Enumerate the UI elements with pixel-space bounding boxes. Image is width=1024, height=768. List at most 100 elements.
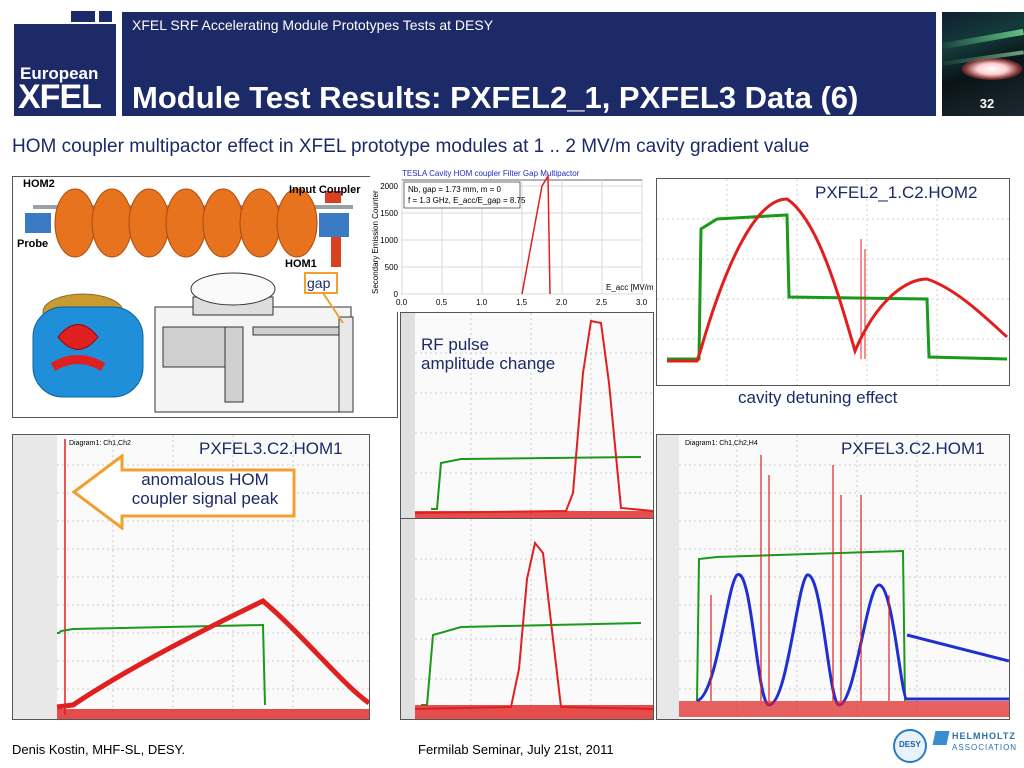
green-trace: [667, 213, 1008, 361]
desy-logo: [893, 729, 927, 763]
blue-trace: [696, 573, 1009, 707]
hom-coupler-cross-section: [154, 272, 354, 413]
arrow-shape: [72, 454, 296, 530]
diagram-label: Diagram1: Ch1,Ch2: [69, 440, 131, 447]
y-tick-label: 1500: [380, 209, 398, 218]
helmholtz-logo-mark: [932, 731, 950, 745]
scope-pxfel3-left-svg: Diagram1: Ch1,Ch2: [13, 435, 369, 719]
chart-title: TESLA Cavity HOM coupler Filter Gap Mult…: [402, 169, 580, 178]
hom1-label: HOM1: [285, 258, 317, 270]
scope-grid: [679, 435, 1009, 719]
x-axis-label: E_acc [MV/m]: [606, 283, 654, 292]
scope-grid: [57, 435, 369, 719]
label-rf-pulse: RF pulse amplitude change: [421, 335, 555, 373]
logo-text-xfel: XFEL: [18, 78, 102, 116]
red-trace: [414, 540, 653, 710]
diagram-label: Diagram1: Ch1,Ch2,H4: [685, 440, 758, 447]
blue-decay: [906, 633, 1009, 663]
gap-marker: [304, 272, 338, 294]
helmholtz-text-2: ASSOCIATION: [952, 743, 1018, 752]
label-rf-pulse-line1: RF pulse: [421, 335, 490, 354]
x-tick-label: 2.5: [596, 298, 608, 307]
cavity-diagram: HOM2 Input Coupler Probe HOM1 gap: [17, 178, 361, 413]
label-anomalous-line2: coupler signal peak: [131, 489, 279, 508]
photo-streak: [942, 28, 1024, 50]
logo-square-1: [71, 11, 95, 22]
y-axis-label: Secondary Emission Counter: [371, 190, 380, 294]
accelerator-photo: [942, 12, 1024, 116]
footer-event: Fermilab Seminar, July 21st, 2011: [418, 742, 614, 757]
scope-rf-top-svg: [401, 313, 653, 521]
multipactor-curve: [521, 173, 551, 295]
slide-title: Module Test Results: PXFEL2_1, PXFEL3 Da…: [132, 80, 859, 115]
title-bar: [122, 12, 936, 116]
legend-line-1: Nb, gap = 1.73 mm, m = 0: [408, 185, 501, 194]
cavity-diagram-panel: HOM2 Input Coupler Probe HOM1 gap: [12, 176, 398, 418]
photo-glow: [962, 58, 1022, 80]
red-baseline: [415, 705, 653, 719]
x-tick-label: 2.0: [556, 298, 568, 307]
helmholtz-text-1: HELMHOLTZ: [952, 731, 1016, 741]
page-number: 32: [979, 96, 995, 111]
y-tick-label: 0: [394, 290, 399, 299]
green-trace: [696, 549, 906, 702]
x-tick-labels: 0.0 0.5 1.0 1.5 2.0 2.5 3.0: [396, 298, 648, 307]
hom-coupler-3d: [32, 293, 144, 398]
scope-grid: [415, 519, 653, 719]
x-tick-label: 1.5: [516, 298, 528, 307]
green-trace: [57, 623, 266, 706]
legend-box: [403, 181, 521, 209]
cavity-cells: [54, 188, 318, 258]
multipactor-svg: TESLA Cavity HOM coupler Filter Gap Mult…: [371, 169, 654, 307]
label-detuning: cavity detuning effect: [738, 388, 898, 407]
input-coupler-port: [325, 191, 341, 203]
x-tick-label: 0.0: [396, 298, 408, 307]
scope-pxfel3-right-svg: Diagram1: Ch1,Ch2,H4: [657, 435, 1009, 719]
gap-pointer: [322, 292, 344, 324]
label-rf-pulse-line2: amplitude change: [421, 354, 556, 373]
red-trace: [667, 197, 1009, 363]
red-trace: [56, 598, 369, 710]
red-trace: [414, 319, 653, 514]
red-baseline: [415, 511, 653, 521]
scope-axis-bar: [401, 519, 415, 719]
scope-rf-top: RF pulse amplitude change: [400, 312, 654, 522]
scope-pxfel2-svg: [657, 179, 1009, 385]
anomalous-callout-arrow: [72, 454, 296, 530]
input-coupler-line: [331, 237, 341, 267]
legend-line-2: f = 1.3 GHz, E_acc/E_gap = 8.75: [408, 196, 526, 205]
probe-label: Probe: [17, 238, 48, 250]
slide-caption: HOM coupler multipactor effect in XFEL p…: [12, 136, 810, 157]
red-baseline: [679, 701, 1009, 717]
input-coupler-label: Input Coupler: [289, 184, 361, 196]
xfel-logo: [14, 24, 116, 116]
y-tick-label: 1000: [380, 236, 398, 245]
scope-pxfel3-right: Diagram1: Ch1,Ch2,H4 PXFEL3.C2.HOM1: [656, 434, 1010, 720]
gap-label: gap: [307, 275, 331, 291]
x-tick-label: 3.0: [636, 298, 648, 307]
y-tick-label: 500: [385, 263, 399, 272]
hom2-label: HOM2: [23, 178, 55, 190]
label-pxfel2-hom2: PXFEL2_1.C2.HOM2: [815, 183, 978, 202]
logo-text-european: European: [20, 64, 99, 83]
hom2-coupler: [25, 213, 51, 233]
slide-subtitle: XFEL SRF Accelerating Module Prototypes …: [132, 17, 494, 33]
label-anomalous-line1: anomalous HOM: [141, 470, 269, 489]
y-tick-labels: 0 500 1000 1500 2000: [380, 182, 398, 299]
label-pxfel3-hom1-left: PXFEL3.C2.HOM1: [199, 439, 343, 458]
multipactor-chart: TESLA Cavity HOM coupler Filter Gap Mult…: [370, 166, 654, 312]
label-pxfel3-hom1-right: PXFEL3.C2.HOM1: [841, 439, 985, 458]
x-tick-label: 0.5: [436, 298, 448, 307]
hom1-coupler: [319, 213, 349, 237]
scope-axis-bar: [13, 435, 57, 719]
scope-axis-bar: [657, 435, 679, 719]
scope-axis-bar: [401, 313, 415, 521]
green-trace: [431, 456, 642, 510]
scope-pxfel2-hom2: PXFEL2_1.C2.HOM2: [656, 178, 1010, 386]
label-anomalous: anomalous HOM coupler signal peak: [112, 470, 298, 508]
y-tick-label: 2000: [380, 182, 398, 191]
logo-square-2: [99, 11, 112, 22]
red-spikes: [710, 455, 890, 701]
scope-rf-bottom: [400, 518, 654, 720]
x-tick-label: 1.0: [476, 298, 488, 307]
